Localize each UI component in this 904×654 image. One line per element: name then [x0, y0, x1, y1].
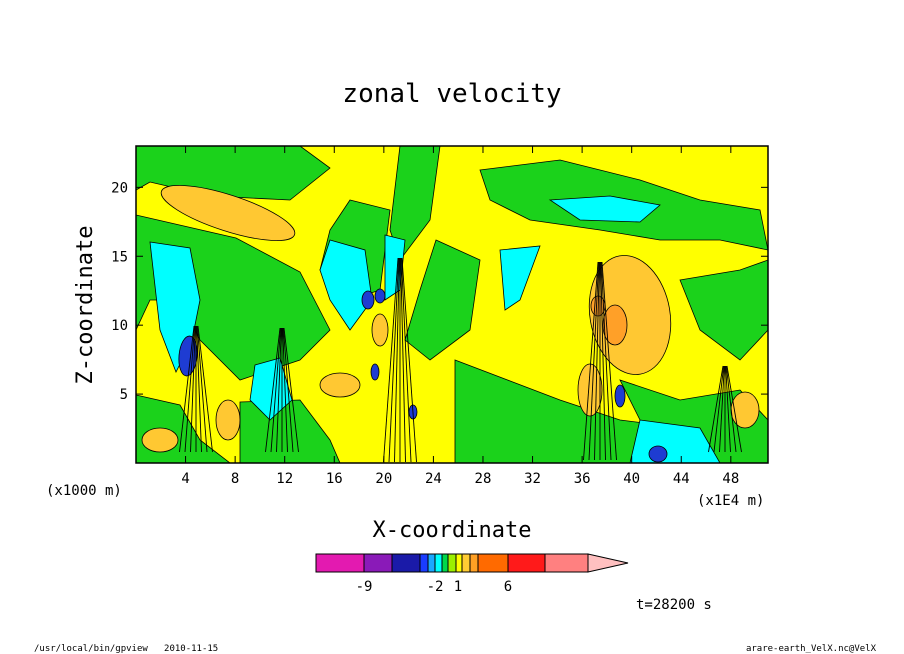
convective-plume — [265, 327, 299, 453]
convective-plume — [708, 365, 742, 453]
moderate-negative-region — [319, 239, 373, 331]
strong-negative-cell — [361, 290, 375, 310]
strong-negative-cell — [614, 384, 626, 408]
x-tick-label: 48 — [722, 471, 739, 487]
colorbar-segment — [315, 553, 365, 573]
strong-negative-cell — [374, 288, 386, 304]
y-tick-label: 5 — [120, 387, 128, 403]
colorbar-segment — [544, 553, 589, 573]
colorbar-tick-labels: -9 -2 1 6 — [356, 579, 513, 595]
x-tick-label: 16 — [326, 471, 343, 487]
colorbar — [315, 553, 629, 573]
y-axis: 5 10 15 20 — [111, 180, 768, 403]
chart-title: zonal velocity — [342, 79, 561, 109]
strong-negative-cell — [178, 335, 198, 377]
moderate-negative-region — [548, 195, 661, 223]
colorbar-segment — [427, 553, 436, 573]
x-tick-label: 24 — [425, 471, 442, 487]
colorbar-tick-label: -9 — [356, 579, 373, 595]
x-tick-label: 28 — [475, 471, 492, 487]
weak-positive-region — [319, 372, 361, 398]
weak-positive-region — [160, 185, 296, 241]
y-tick-label: 15 — [111, 249, 128, 265]
colorbar-segment — [477, 553, 509, 573]
x-multiplier-label: (x1E4 m) — [697, 493, 764, 509]
x-tick-label: 40 — [623, 471, 640, 487]
colorbar-tick-label: 1 — [454, 579, 462, 595]
colorbar-segment — [507, 553, 546, 573]
footer-left: /usr/local/bin/gpview 2010-11-15 — [34, 644, 218, 654]
plot-frame — [135, 145, 769, 464]
colorbar-tick-label: -2 — [427, 579, 444, 595]
moderate-negative-region — [499, 245, 541, 311]
weak-positive-region — [588, 255, 672, 375]
time-annotation: t=28200 s — [636, 597, 712, 613]
y-tick-label: 10 — [111, 318, 128, 334]
weak-negative-region — [389, 146, 441, 261]
colorbar-tick-label: 6 — [504, 579, 512, 595]
colorbar-segment — [469, 553, 479, 573]
moderate-positive-region — [602, 304, 628, 346]
colorbar-segment — [455, 553, 463, 573]
velocity-field — [136, 146, 768, 463]
convective-plume — [583, 261, 617, 461]
y-tick-label: 20 — [111, 180, 128, 196]
x-unit-label: (x1000 m) — [46, 483, 122, 499]
colorbar-segment — [441, 553, 449, 573]
x-tick-label: 20 — [375, 471, 392, 487]
moderate-negative-region — [249, 357, 293, 421]
colorbar-segment — [419, 553, 429, 573]
x-tick-label: 36 — [574, 471, 591, 487]
x-tick-label: 8 — [231, 471, 239, 487]
footer-right: arare-earth_VelX.nc@VelX — [746, 644, 877, 654]
strong-negative-cell — [370, 363, 380, 381]
y-axis-label: Z-coordinate — [73, 226, 98, 385]
weak-negative-region — [404, 239, 481, 361]
colorbar-segment — [447, 553, 457, 573]
colorbar-extension-arrow — [587, 553, 629, 573]
x-axis-label: X-coordinate — [373, 518, 532, 543]
x-tick-label: 32 — [524, 471, 541, 487]
x-tick-label: 44 — [673, 471, 690, 487]
convective-plume — [383, 257, 417, 463]
weak-positive-region — [141, 427, 179, 453]
x-axis: 4 8 12 16 20 24 28 32 36 40 44 48 — [181, 146, 739, 487]
colorbar-segment — [461, 553, 471, 573]
weak-negative-region — [679, 259, 768, 361]
colorbar-segment — [434, 553, 443, 573]
colorbar-segment — [363, 553, 393, 573]
weak-positive-region — [730, 391, 760, 429]
x-tick-label: 4 — [181, 471, 189, 487]
weak-positive-region — [215, 399, 241, 441]
x-tick-label: 12 — [276, 471, 293, 487]
strong-negative-cell — [648, 445, 668, 463]
weak-positive-region — [371, 313, 389, 347]
convective-plume — [179, 325, 213, 453]
colorbar-segment — [391, 553, 421, 573]
